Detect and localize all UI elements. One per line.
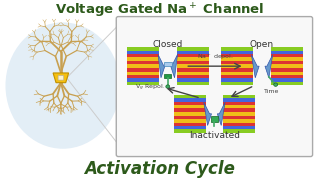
Bar [223, 108, 255, 112]
Bar [177, 47, 209, 51]
Bar [174, 102, 206, 105]
Bar [177, 82, 209, 85]
Bar [221, 75, 253, 78]
Polygon shape [158, 55, 165, 78]
Text: Time: Time [264, 89, 279, 94]
Bar [164, 62, 172, 66]
Bar [174, 105, 206, 108]
Bar [223, 112, 255, 116]
Bar [177, 61, 209, 64]
Text: Na$^+$ depol.: Na$^+$ depol. [196, 52, 233, 62]
Bar [271, 65, 303, 68]
Text: V$_g$ Repol.: V$_g$ Repol. [135, 83, 165, 93]
Bar [271, 47, 303, 51]
Bar [127, 51, 159, 54]
Polygon shape [265, 55, 273, 78]
Bar [271, 68, 303, 71]
Bar [221, 57, 253, 61]
Bar [221, 82, 253, 85]
Bar [174, 119, 206, 123]
Bar [221, 61, 253, 64]
Bar [127, 71, 159, 75]
Bar [174, 126, 206, 129]
Bar [177, 71, 209, 75]
Polygon shape [53, 73, 69, 83]
Bar [177, 57, 209, 61]
Bar [223, 102, 255, 105]
Polygon shape [171, 55, 178, 78]
FancyBboxPatch shape [58, 76, 64, 80]
Bar [221, 64, 253, 68]
Text: Closed: Closed [153, 40, 183, 49]
Ellipse shape [5, 22, 120, 149]
Bar [177, 78, 209, 82]
Bar [177, 51, 209, 54]
FancyBboxPatch shape [116, 17, 313, 157]
Bar [127, 82, 159, 85]
Bar [221, 78, 253, 82]
Bar [271, 75, 303, 78]
Bar [127, 47, 159, 51]
Bar [223, 123, 255, 126]
Bar [223, 126, 255, 129]
Bar [177, 54, 209, 57]
Bar [127, 65, 159, 68]
Bar [223, 129, 255, 133]
Text: Open: Open [250, 40, 274, 49]
Bar [271, 64, 303, 68]
Bar [271, 61, 303, 64]
Bar [223, 119, 255, 123]
Polygon shape [204, 102, 212, 125]
Bar [174, 112, 206, 115]
Ellipse shape [274, 83, 277, 86]
Bar [127, 57, 159, 61]
Bar [177, 75, 209, 78]
Bar [221, 54, 253, 57]
Bar [211, 116, 218, 122]
Bar [174, 116, 206, 119]
Bar [223, 116, 255, 119]
Bar [271, 78, 303, 82]
Polygon shape [251, 55, 259, 78]
Ellipse shape [166, 85, 170, 88]
Bar [127, 61, 159, 64]
Bar [271, 51, 303, 54]
Bar [127, 75, 159, 78]
Bar [127, 68, 159, 71]
Bar [271, 71, 303, 75]
Bar [177, 68, 209, 71]
Bar [221, 51, 253, 54]
Bar [221, 71, 253, 75]
Bar [177, 65, 209, 68]
Bar [174, 112, 206, 116]
Bar [221, 47, 253, 51]
Bar [174, 123, 206, 126]
Bar [223, 98, 255, 102]
Bar [174, 108, 206, 112]
Bar [271, 57, 303, 61]
Bar [271, 82, 303, 85]
Bar [127, 78, 159, 82]
Bar [127, 64, 159, 68]
Text: Activation Cycle: Activation Cycle [84, 160, 236, 178]
Bar [221, 68, 253, 71]
Bar [271, 54, 303, 57]
Bar [127, 54, 159, 57]
Bar [174, 95, 206, 98]
Bar [223, 112, 255, 115]
Bar [174, 98, 206, 102]
Bar [174, 129, 206, 133]
Text: Voltage Gated Na$^+$ Channel: Voltage Gated Na$^+$ Channel [55, 2, 265, 20]
Bar [221, 65, 253, 68]
Text: Inactivated: Inactivated [189, 131, 240, 140]
Bar [223, 105, 255, 108]
Polygon shape [217, 102, 225, 125]
Bar [223, 95, 255, 98]
Bar [177, 64, 209, 68]
Bar [164, 74, 171, 78]
